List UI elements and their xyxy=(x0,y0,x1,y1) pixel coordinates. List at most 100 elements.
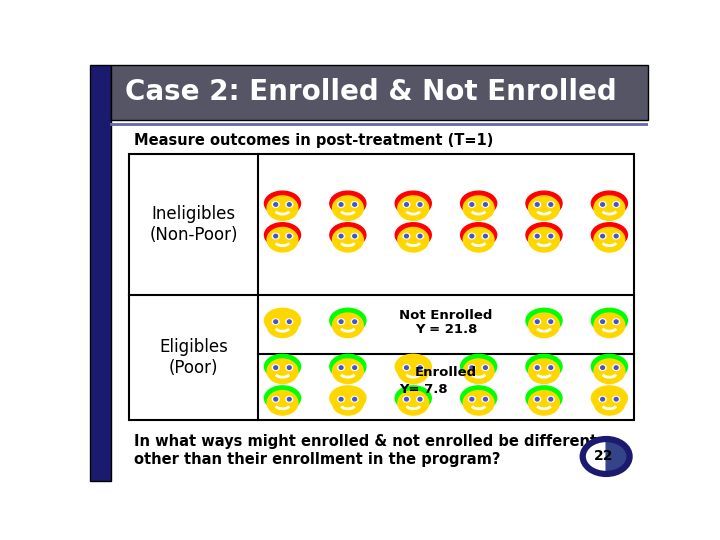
Ellipse shape xyxy=(482,202,489,207)
Ellipse shape xyxy=(418,397,422,401)
Ellipse shape xyxy=(594,359,625,383)
Ellipse shape xyxy=(395,354,431,379)
Ellipse shape xyxy=(330,386,366,410)
Ellipse shape xyxy=(547,319,554,325)
Text: Not Enrolled: Not Enrolled xyxy=(400,308,492,321)
Ellipse shape xyxy=(470,397,474,401)
Ellipse shape xyxy=(549,202,553,206)
Ellipse shape xyxy=(526,191,562,215)
Ellipse shape xyxy=(353,202,356,206)
Ellipse shape xyxy=(405,202,408,206)
Ellipse shape xyxy=(398,359,428,383)
Ellipse shape xyxy=(267,359,298,383)
Ellipse shape xyxy=(591,308,627,333)
Ellipse shape xyxy=(599,396,606,402)
Ellipse shape xyxy=(267,227,298,252)
Circle shape xyxy=(582,439,629,474)
Ellipse shape xyxy=(403,365,410,370)
Ellipse shape xyxy=(469,365,475,370)
Ellipse shape xyxy=(600,234,605,238)
Ellipse shape xyxy=(274,320,278,323)
Ellipse shape xyxy=(614,234,618,238)
Ellipse shape xyxy=(594,227,625,252)
Text: Ineligibles
(Non-Poor): Ineligibles (Non-Poor) xyxy=(149,205,238,244)
Text: Y = 21.8: Y = 21.8 xyxy=(415,323,477,336)
Ellipse shape xyxy=(484,397,487,401)
Text: Y= 7.8: Y= 7.8 xyxy=(400,383,448,396)
Ellipse shape xyxy=(461,191,497,215)
Ellipse shape xyxy=(353,397,356,401)
Ellipse shape xyxy=(484,234,487,238)
Ellipse shape xyxy=(338,319,344,325)
Ellipse shape xyxy=(535,366,539,369)
Ellipse shape xyxy=(484,366,487,369)
Ellipse shape xyxy=(549,397,553,401)
Ellipse shape xyxy=(338,365,344,370)
Ellipse shape xyxy=(614,320,618,323)
Ellipse shape xyxy=(264,354,300,379)
Ellipse shape xyxy=(287,202,291,206)
Ellipse shape xyxy=(599,365,606,370)
Ellipse shape xyxy=(528,196,559,220)
Ellipse shape xyxy=(594,313,625,338)
Ellipse shape xyxy=(405,234,408,238)
Ellipse shape xyxy=(351,396,358,402)
Ellipse shape xyxy=(600,366,605,369)
Ellipse shape xyxy=(599,202,606,207)
Ellipse shape xyxy=(547,396,554,402)
Ellipse shape xyxy=(535,202,539,206)
Ellipse shape xyxy=(339,397,343,401)
Ellipse shape xyxy=(528,313,559,338)
Ellipse shape xyxy=(330,308,366,333)
Ellipse shape xyxy=(534,319,541,325)
Text: Case 2: Enrolled & Not Enrolled: Case 2: Enrolled & Not Enrolled xyxy=(125,78,617,106)
Ellipse shape xyxy=(267,390,298,415)
Ellipse shape xyxy=(534,233,541,239)
Ellipse shape xyxy=(418,234,422,238)
Ellipse shape xyxy=(339,366,343,369)
Ellipse shape xyxy=(469,396,475,402)
Text: Measure outcomes in post-treatment (T=1): Measure outcomes in post-treatment (T=1) xyxy=(133,133,493,148)
Ellipse shape xyxy=(330,191,366,215)
FancyBboxPatch shape xyxy=(111,65,648,120)
Ellipse shape xyxy=(267,313,298,338)
Ellipse shape xyxy=(463,227,494,252)
Ellipse shape xyxy=(591,354,627,379)
Ellipse shape xyxy=(613,365,620,370)
Ellipse shape xyxy=(463,390,494,415)
Ellipse shape xyxy=(463,359,494,383)
Ellipse shape xyxy=(403,202,410,207)
Ellipse shape xyxy=(351,233,358,239)
Ellipse shape xyxy=(353,366,356,369)
Ellipse shape xyxy=(469,202,475,207)
Ellipse shape xyxy=(287,234,291,238)
Ellipse shape xyxy=(614,366,618,369)
Ellipse shape xyxy=(272,319,279,325)
Ellipse shape xyxy=(351,202,358,207)
Text: 22: 22 xyxy=(593,449,613,463)
Ellipse shape xyxy=(286,202,292,207)
Ellipse shape xyxy=(549,234,553,238)
Ellipse shape xyxy=(351,365,358,370)
Ellipse shape xyxy=(264,191,300,215)
Ellipse shape xyxy=(469,233,475,239)
Ellipse shape xyxy=(272,396,279,402)
Ellipse shape xyxy=(330,222,366,247)
Ellipse shape xyxy=(353,234,356,238)
Ellipse shape xyxy=(286,396,292,402)
Ellipse shape xyxy=(534,396,541,402)
Ellipse shape xyxy=(613,202,620,207)
Ellipse shape xyxy=(287,397,291,401)
Ellipse shape xyxy=(418,366,422,369)
Ellipse shape xyxy=(286,319,292,325)
FancyBboxPatch shape xyxy=(129,154,634,420)
Ellipse shape xyxy=(395,222,431,247)
Ellipse shape xyxy=(470,234,474,238)
Ellipse shape xyxy=(398,390,428,415)
Ellipse shape xyxy=(591,222,627,247)
Ellipse shape xyxy=(330,354,366,379)
Ellipse shape xyxy=(535,320,539,323)
Ellipse shape xyxy=(600,397,605,401)
Ellipse shape xyxy=(470,202,474,206)
Ellipse shape xyxy=(470,366,474,369)
